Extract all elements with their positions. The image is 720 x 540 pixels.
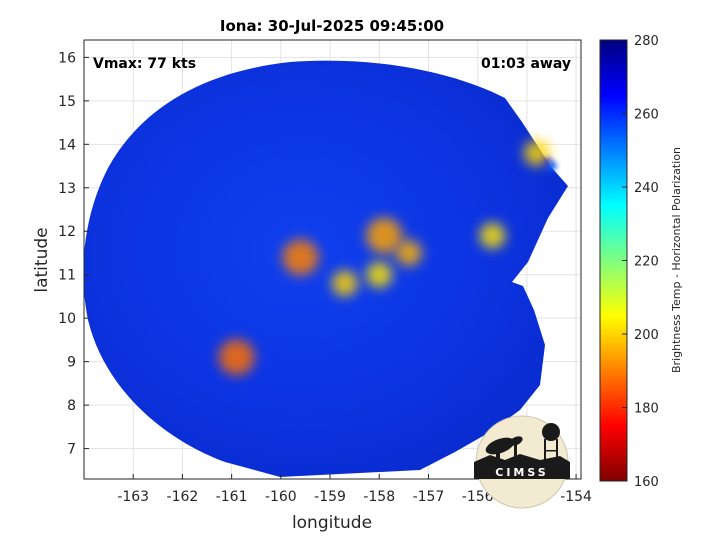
colorbar-tick-label: 260 bbox=[634, 108, 659, 123]
colorbar: 160 180 200 220 240 260 280 Brightness Temp - … bbox=[599, 34, 683, 490]
x-tick-label: -162 bbox=[167, 489, 199, 505]
axes-frame bbox=[83, 39, 582, 480]
colorbar-tick-label: 280 bbox=[634, 34, 659, 49]
time-away-annotation: 01:03 away bbox=[481, 56, 571, 72]
feature-cell bbox=[331, 270, 358, 297]
y-tick-labels: 7 8 9 10 11 12 13 14 15 16 bbox=[58, 50, 89, 458]
feature-cell bbox=[395, 239, 422, 266]
vmax-annotation: Vmax: 77 kts bbox=[93, 56, 196, 72]
y-tick-label: 9 bbox=[67, 355, 76, 371]
feature-cell bbox=[523, 140, 550, 167]
feature-cell bbox=[479, 222, 506, 249]
y-tick-label: 12 bbox=[58, 224, 76, 240]
y-axis-label: latitude bbox=[32, 227, 52, 292]
feature-cell bbox=[366, 217, 403, 254]
y-tick-label: 15 bbox=[58, 94, 76, 110]
cimss-logo: CIMSS bbox=[474, 415, 570, 509]
chart-title: Iona: 30-Jul-2025 09:45:00 bbox=[220, 17, 444, 35]
colorbar-tick-labels: 160 180 200 220 240 260 280 bbox=[622, 34, 659, 490]
x-tick-label: -154 bbox=[560, 489, 592, 505]
x-tick-label: -160 bbox=[265, 489, 297, 505]
colorbar-tick-label: 220 bbox=[634, 255, 659, 270]
y-tick-label: 8 bbox=[67, 398, 76, 414]
colorbar-tick-label: 160 bbox=[634, 475, 659, 490]
x-axis-label: longitude bbox=[292, 513, 372, 533]
colorbar-tick-label: 240 bbox=[634, 181, 659, 196]
x-tick-label: -163 bbox=[117, 489, 149, 505]
feature-cell bbox=[218, 339, 255, 376]
x-tick-label: -157 bbox=[413, 489, 445, 505]
y-tick-label: 13 bbox=[58, 181, 76, 197]
feature-cell bbox=[282, 239, 319, 276]
x-tick-label: -161 bbox=[216, 489, 248, 505]
y-tick-label: 7 bbox=[67, 442, 76, 458]
x-tick-label: -158 bbox=[363, 489, 395, 505]
colorbar-tick-label: 180 bbox=[634, 402, 659, 417]
y-tick-label: 16 bbox=[58, 50, 76, 66]
x-tick-label: -156 bbox=[462, 489, 494, 505]
y-tick-label: 10 bbox=[58, 311, 76, 327]
feature-cell bbox=[546, 161, 557, 172]
feature-cell bbox=[366, 261, 393, 288]
x-tick-label: -159 bbox=[314, 489, 346, 505]
convective-features bbox=[218, 140, 557, 376]
colorbar-label: Brightness Temp - Horizontal Polarizatio… bbox=[670, 147, 683, 373]
colorbar-tick-label: 200 bbox=[634, 328, 659, 343]
brightness-temp-swath bbox=[84, 60, 568, 477]
logo-text: CIMSS bbox=[495, 466, 548, 479]
y-tick-label: 11 bbox=[58, 268, 76, 284]
swath-shape bbox=[84, 60, 568, 477]
y-tick-label: 14 bbox=[58, 137, 76, 153]
